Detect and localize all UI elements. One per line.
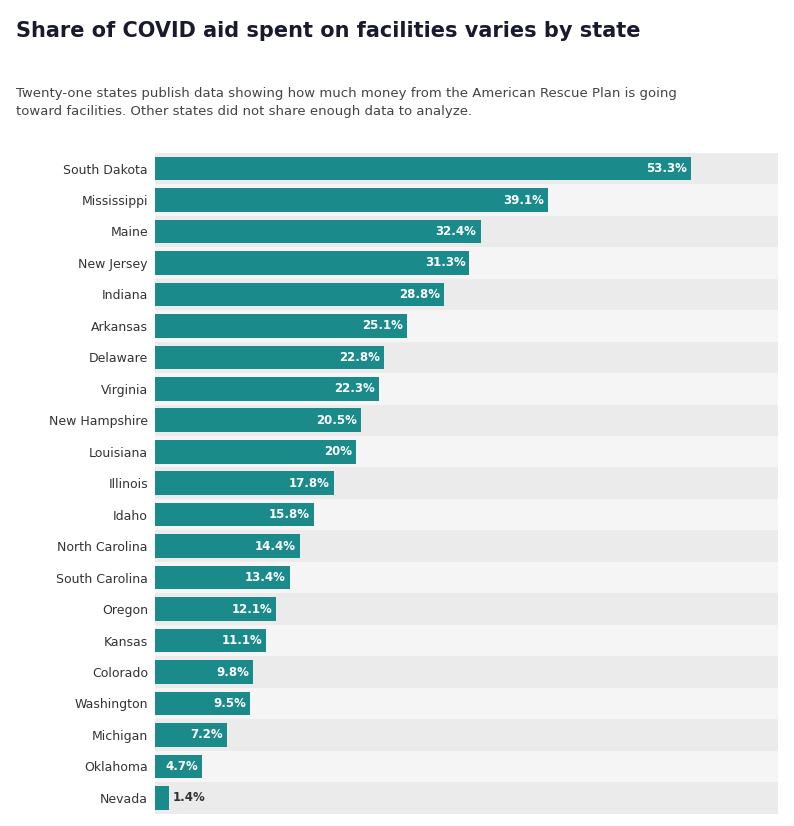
- Bar: [155, 593, 778, 624]
- Bar: [155, 723, 227, 747]
- Bar: [155, 472, 333, 495]
- Text: 15.8%: 15.8%: [268, 508, 310, 521]
- Bar: [155, 660, 253, 684]
- Text: 7.2%: 7.2%: [191, 729, 223, 742]
- Text: 14.4%: 14.4%: [255, 539, 295, 553]
- Bar: [155, 314, 407, 338]
- Bar: [155, 530, 778, 562]
- Bar: [155, 282, 445, 306]
- Bar: [155, 373, 778, 405]
- Text: 20%: 20%: [324, 445, 352, 458]
- Bar: [155, 534, 299, 558]
- Text: 32.4%: 32.4%: [436, 225, 476, 238]
- Bar: [155, 251, 469, 275]
- Text: 31.3%: 31.3%: [425, 256, 465, 269]
- Text: 17.8%: 17.8%: [289, 477, 330, 490]
- Bar: [155, 562, 778, 593]
- Text: 4.7%: 4.7%: [165, 760, 198, 773]
- Bar: [155, 440, 356, 463]
- Bar: [155, 782, 778, 814]
- Bar: [155, 157, 691, 180]
- Text: 12.1%: 12.1%: [232, 603, 272, 615]
- Bar: [155, 468, 778, 499]
- Text: 9.8%: 9.8%: [217, 666, 249, 678]
- Bar: [155, 342, 778, 373]
- Bar: [155, 503, 314, 526]
- Text: 22.3%: 22.3%: [334, 382, 375, 396]
- Bar: [155, 345, 384, 369]
- Bar: [155, 153, 778, 184]
- Bar: [155, 220, 480, 244]
- Bar: [155, 184, 778, 216]
- Text: 11.1%: 11.1%: [222, 634, 262, 647]
- Text: 28.8%: 28.8%: [399, 288, 441, 301]
- Bar: [155, 657, 778, 688]
- Text: 53.3%: 53.3%: [646, 162, 687, 175]
- Bar: [155, 688, 778, 719]
- Bar: [155, 691, 250, 715]
- Bar: [155, 751, 778, 782]
- Bar: [155, 629, 267, 653]
- Bar: [155, 377, 379, 401]
- Text: 13.4%: 13.4%: [245, 571, 286, 584]
- Text: 1.4%: 1.4%: [173, 791, 206, 805]
- Text: Twenty-one states publish data showing how much money from the American Rescue P: Twenty-one states publish data showing h…: [16, 87, 676, 118]
- Text: 20.5%: 20.5%: [316, 414, 357, 427]
- Bar: [155, 597, 276, 621]
- Bar: [155, 247, 778, 278]
- Bar: [155, 755, 202, 778]
- Bar: [155, 786, 169, 809]
- Text: 22.8%: 22.8%: [339, 351, 380, 363]
- Bar: [155, 409, 361, 432]
- Bar: [155, 719, 778, 751]
- Text: 39.1%: 39.1%: [503, 193, 544, 206]
- Bar: [155, 566, 290, 590]
- Bar: [155, 188, 548, 211]
- Text: 25.1%: 25.1%: [362, 320, 403, 332]
- Bar: [155, 405, 778, 436]
- Bar: [155, 624, 778, 657]
- Bar: [155, 436, 778, 468]
- Text: Share of COVID aid spent on facilities varies by state: Share of COVID aid spent on facilities v…: [16, 21, 641, 40]
- Text: 9.5%: 9.5%: [214, 697, 246, 710]
- Bar: [155, 499, 778, 530]
- Bar: [155, 310, 778, 342]
- Bar: [155, 278, 778, 310]
- Bar: [155, 216, 778, 247]
